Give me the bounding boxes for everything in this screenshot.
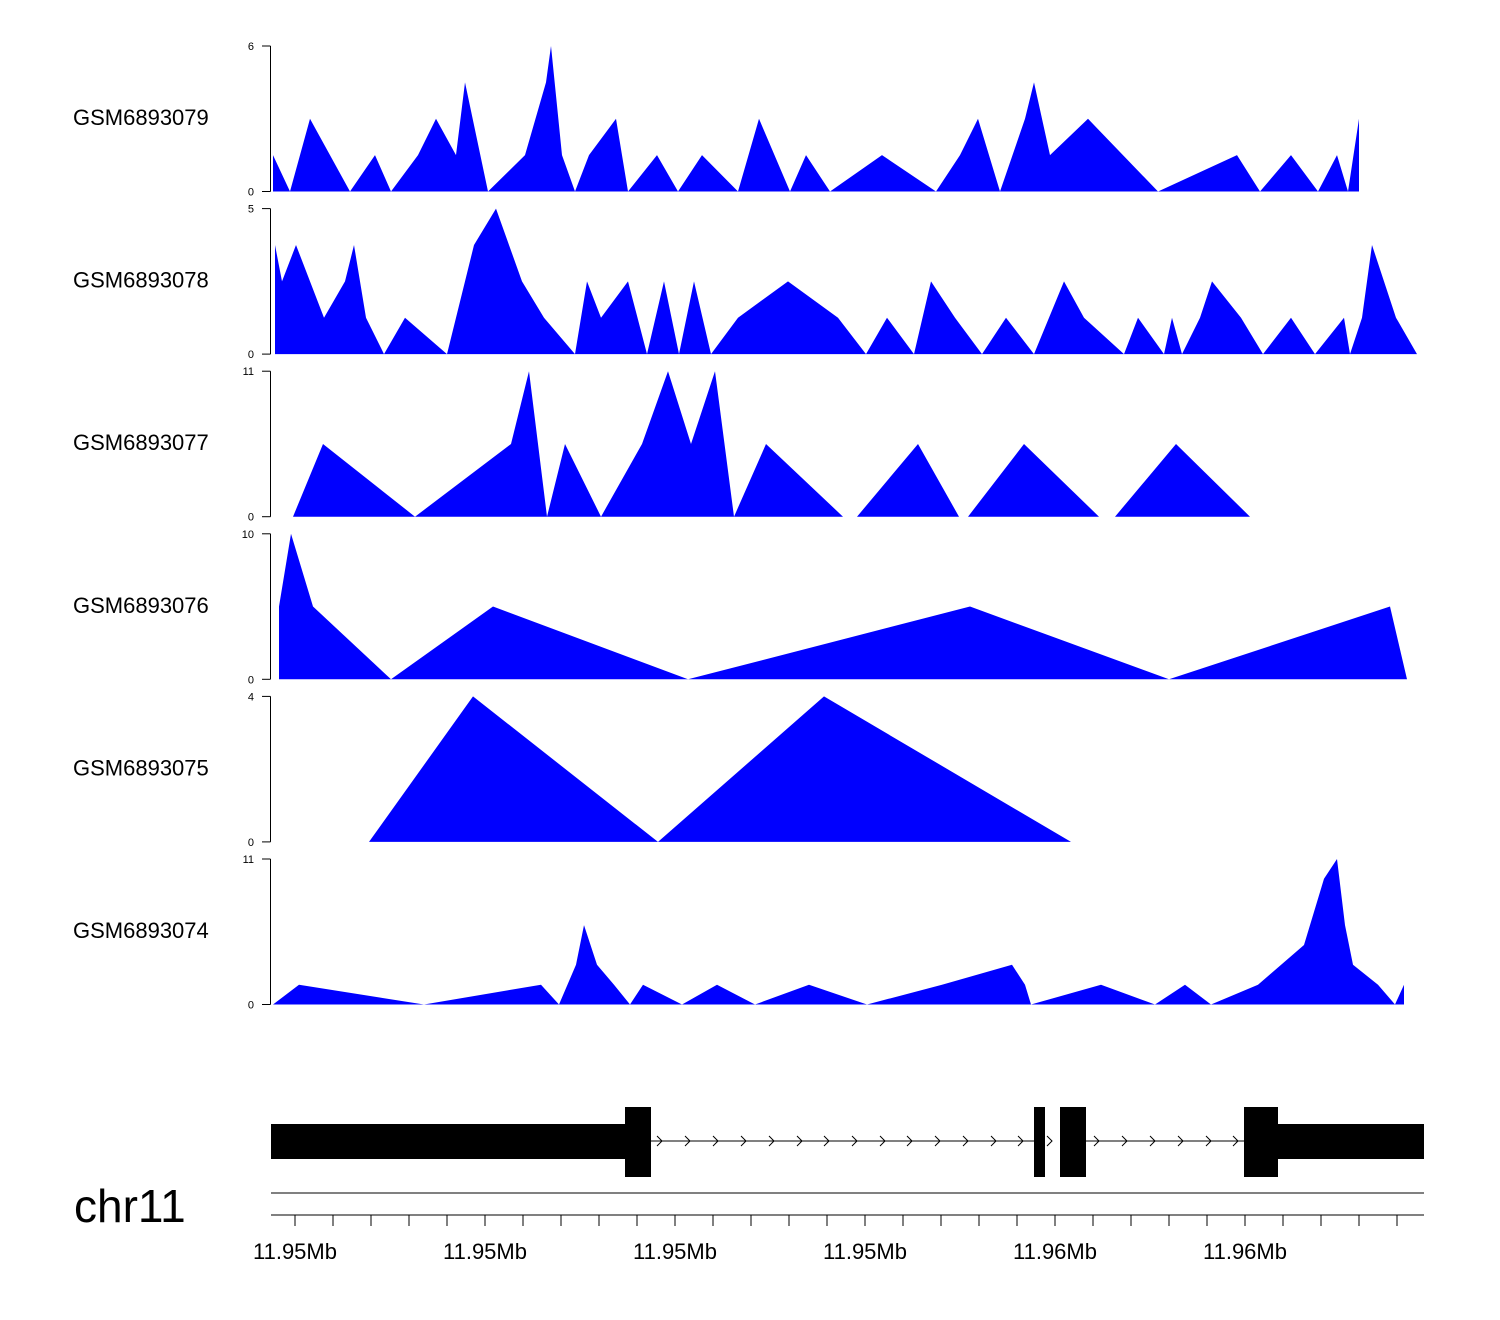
strand-arrow (796, 1135, 803, 1147)
y-tick-label-max: 5 (248, 204, 254, 216)
y-tick-label-max: 6 (248, 41, 254, 53)
y-tick-label-zero: 0 (248, 1000, 254, 1012)
track-label: GSM6893077 (73, 430, 209, 455)
coverage-track: GSM6893077 11 0 (73, 366, 1250, 524)
x-tick-label: 11.95Mb (253, 1239, 337, 1264)
strand-arrow (1093, 1135, 1100, 1147)
strand-arrow (906, 1135, 913, 1147)
y-tick-label-max: 4 (248, 691, 254, 703)
strand-arrow (934, 1135, 941, 1147)
exon-1 (625, 1107, 651, 1177)
y-tick-label-max: 10 (242, 529, 254, 541)
track-label: GSM6893079 (73, 105, 209, 130)
coverage-track: GSM6893078 5 0 (73, 204, 1417, 361)
x-tick-label: 11.96Mb (1013, 1239, 1097, 1264)
strand-arrow (851, 1135, 858, 1147)
strand-arrow (768, 1135, 775, 1147)
coverage-area (275, 208, 1417, 355)
exon-4 (1244, 1107, 1278, 1177)
y-tick-label-zero: 0 (248, 349, 254, 361)
coverage-area (279, 533, 1407, 680)
y-tick-label-max: 11 (243, 366, 254, 378)
x-tick-label: 11.95Mb (443, 1239, 527, 1264)
track-label: GSM6893076 (73, 593, 209, 618)
coverage-track: GSM6893075 4 0 (73, 691, 1071, 849)
exon-2 (1034, 1107, 1045, 1177)
y-tick-label-zero: 0 (248, 512, 254, 524)
y-tick-label-max: 11 (243, 854, 254, 866)
coverage-area (293, 371, 1250, 517)
chromosome-label: chr11 (74, 1180, 186, 1232)
track-label: GSM6893074 (73, 918, 209, 943)
coverage-track: GSM6893076 10 0 (73, 529, 1407, 686)
coverage-area (273, 859, 1404, 1005)
strand-arrow (990, 1135, 997, 1147)
coverage-area (273, 46, 1359, 192)
x-tick-label: 11.95Mb (633, 1239, 717, 1264)
strand-arrow (1205, 1135, 1212, 1147)
strand-arrow (962, 1135, 969, 1147)
x-tick-label: 11.96Mb (1203, 1239, 1287, 1264)
strand-arrow (1046, 1135, 1053, 1147)
strand-arrow (740, 1135, 747, 1147)
strand-arrow (684, 1135, 691, 1147)
strand-arrow (1177, 1135, 1184, 1147)
exon-3 (1060, 1107, 1086, 1177)
coverage-tracks: GSM689307960GSM689307850GSM6893077110GSM… (73, 41, 1417, 1012)
gene-model (271, 1107, 1424, 1177)
strand-arrow (879, 1135, 886, 1147)
utr-block-left (271, 1124, 627, 1159)
track-label: GSM6893075 (73, 755, 209, 780)
intron-strand-arrows (656, 1135, 1239, 1147)
y-tick-label-zero: 0 (248, 674, 254, 686)
strand-arrow (823, 1135, 830, 1147)
track-label: GSM6893078 (73, 268, 209, 293)
x-tick-label: 11.95Mb (823, 1239, 907, 1264)
strand-arrow (1017, 1135, 1024, 1147)
y-tick-label-zero: 0 (248, 187, 254, 199)
strand-arrow (1121, 1135, 1128, 1147)
y-tick-label-zero: 0 (248, 837, 254, 849)
coverage-area (369, 696, 1071, 842)
strand-arrow (1232, 1135, 1239, 1147)
coverage-track: GSM6893074 11 0 (73, 854, 1404, 1012)
utr-block-right (1276, 1124, 1424, 1159)
strand-arrow (712, 1135, 719, 1147)
strand-arrow (656, 1135, 663, 1147)
coverage-track: GSM6893079 6 0 (73, 41, 1359, 199)
strand-arrow (1149, 1135, 1156, 1147)
x-axis-ticks (294, 1215, 1398, 1226)
